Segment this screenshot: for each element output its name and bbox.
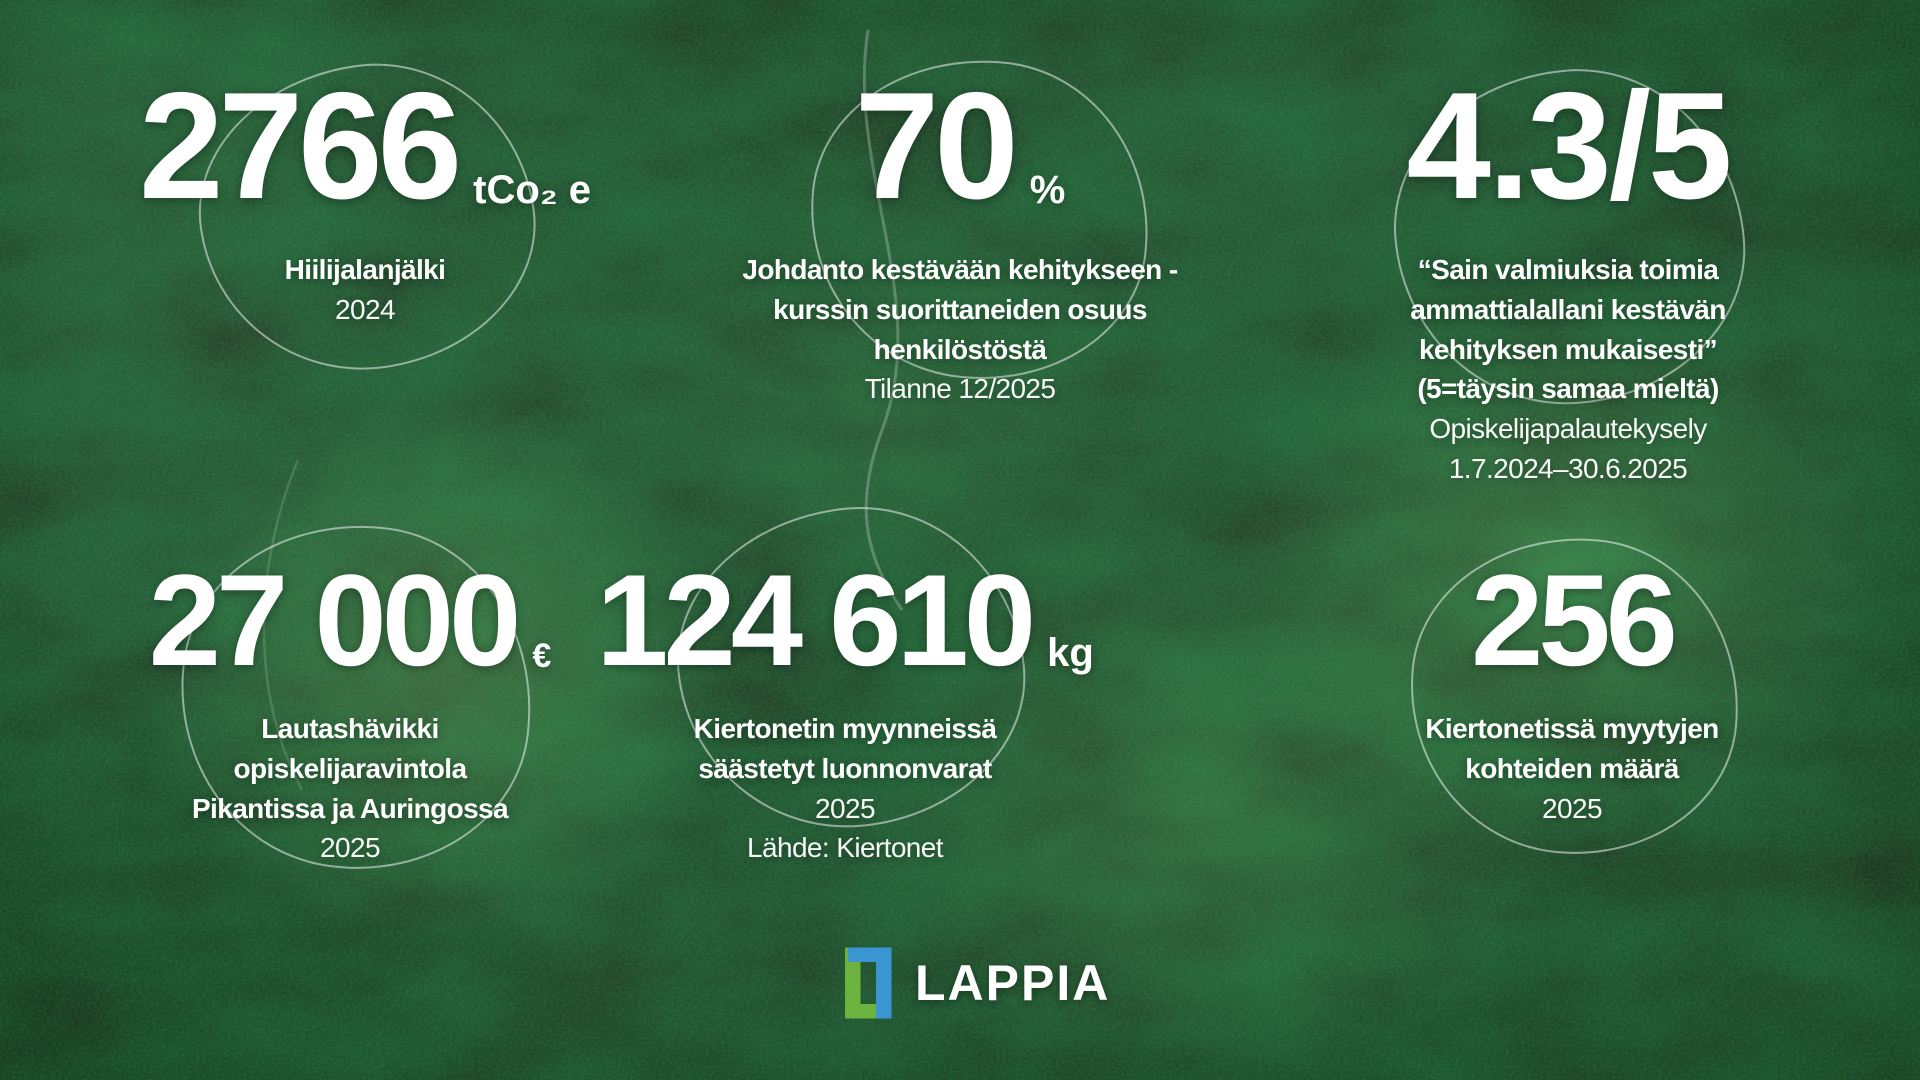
- stat-labels: Hiilijalanjälki 2024: [115, 250, 615, 330]
- stat-carbon-footprint: 2766 tCo₂ e Hiilijalanjälki 2024: [115, 70, 615, 330]
- stat-labels: “Sain valmiuksia toimia ammattialallani …: [1318, 250, 1818, 489]
- stat-scale-note: (5=täysin samaa mieltä): [1417, 373, 1719, 405]
- stat-resources-saved: 124 610 kg Kiertonetin myynneissä sääste…: [595, 555, 1095, 868]
- stat-unit: kg: [1047, 631, 1094, 675]
- stat-labels: Kiertonetissä myytyjen kohteiden määrä 2…: [1322, 709, 1822, 828]
- stat-course-completion: 70 % Johdanto kestävään kehitykseen - ku…: [710, 70, 1210, 409]
- stat-labels: Kiertonetin myynneissä säästetyt luonnon…: [595, 709, 1095, 868]
- stat-quote-line: kehityksen mukaisesti”: [1418, 333, 1718, 365]
- stat-items-sold: 256 Kiertonetissä myytyjen kohteiden mää…: [1322, 555, 1822, 828]
- branch-streak: [262, 459, 304, 791]
- stat-unit: €: [532, 637, 552, 675]
- stat-label-line: opiskelijaravintola: [233, 752, 468, 784]
- stat-student-feedback: 4.3/5 “Sain valmiuksia toimia ammattiala…: [1318, 70, 1818, 489]
- stat-period: 2024: [335, 293, 395, 325]
- stat-quote-line: ammattialallani kestävän: [1410, 293, 1726, 325]
- stat-value-row: 70 %: [710, 70, 1210, 222]
- stat-quote-line: “Sain valmiuksia toimia: [1417, 254, 1719, 285]
- stat-label-line: henkilöstöstä: [873, 333, 1047, 365]
- stat-plate-waste: 27 000 € Lautashävikki opiskelijaravinto…: [100, 555, 600, 868]
- stat-period: Tilanne 12/2025: [864, 373, 1056, 405]
- stat-period: 2025: [815, 792, 875, 824]
- stat-label-line: säästetyt luonnonvarat: [698, 752, 992, 784]
- stat-period: 2025: [320, 832, 380, 864]
- stat-value: 124 610: [596, 547, 1036, 693]
- stat-value-row: 256: [1322, 555, 1822, 685]
- stat-source: Lähde: Kiertonet: [747, 832, 943, 864]
- stat-value-row: 27 000 €: [100, 555, 600, 685]
- stat-value-row: 2766 tCo₂ e: [115, 70, 615, 222]
- stat-label-line: Kiertonetissä myytyjen: [1425, 713, 1719, 744]
- stat-label-line: kohteiden määrä: [1465, 752, 1679, 784]
- stat-label-line: Kiertonetin myynneissä: [693, 713, 997, 744]
- stat-label-line: Johdanto kestävään kehitykseen -: [742, 254, 1178, 285]
- logo-green-shape: [845, 947, 889, 1019]
- stat-unit: %: [1029, 168, 1066, 212]
- stat-period: 2025: [1542, 792, 1602, 824]
- stat-labels: Johdanto kestävään kehitykseen - kurssin…: [710, 250, 1210, 409]
- stat-label-line: kurssin suorittaneiden osuus: [773, 293, 1147, 325]
- lappia-logo: LAPPIA: [833, 942, 1110, 1024]
- stat-value-row: 124 610 kg: [595, 555, 1095, 685]
- stat-value: 27 000: [148, 547, 522, 693]
- stat-value: 4.3/5: [1406, 61, 1732, 231]
- branch-streak: [862, 29, 904, 611]
- logo-blue-shape: [847, 947, 892, 1019]
- stat-value: 256: [1471, 547, 1678, 693]
- stat-value: 70: [854, 61, 1019, 231]
- stat-labels: Lautashävikki opiskelijaravintola Pikant…: [100, 709, 600, 868]
- stat-source: Opiskelijapalautekysely: [1429, 413, 1707, 444]
- stat-period: 1.7.2024–30.6.2025: [1448, 452, 1688, 484]
- lappia-logo-icon: [845, 947, 892, 1019]
- stat-label-line: Lautashävikki: [261, 713, 439, 744]
- stat-label-line: Pikantissa ja Auringossa: [191, 792, 509, 824]
- stat-value: 2766: [139, 61, 462, 231]
- stat-value-row: 4.3/5: [1318, 70, 1818, 222]
- stat-label-line: Hiilijalanjälki: [284, 254, 446, 285]
- stat-unit: tCo₂ e: [473, 168, 591, 212]
- lappia-wordmark: LAPPIA: [915, 955, 1111, 1011]
